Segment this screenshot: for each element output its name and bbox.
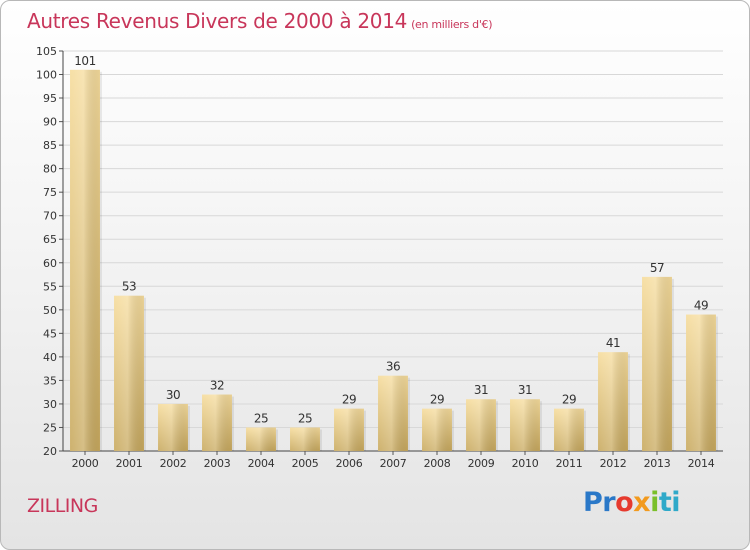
- bar-highlight-2004: [246, 427, 276, 451]
- y-tick-label: 50: [43, 304, 57, 317]
- data-label-2013: 57: [650, 261, 664, 275]
- bar-highlight-2008: [422, 408, 452, 451]
- data-label-2005: 25: [298, 411, 312, 425]
- bar-highlight-2003: [202, 394, 232, 451]
- x-tick-label-2007: 2007: [380, 457, 407, 470]
- data-label-2000: 101: [74, 54, 95, 68]
- y-tick-label: 70: [43, 210, 57, 223]
- proxiti-logo[interactable]: Proxiti: [583, 487, 681, 518]
- x-tick-label-2011: 2011: [556, 457, 583, 470]
- data-label-2006: 29: [342, 393, 356, 407]
- bar-highlight-2009: [466, 399, 496, 451]
- logo-part-4: i: [650, 487, 659, 518]
- bar-highlight-2007: [378, 375, 408, 451]
- data-label-2012: 41: [606, 336, 620, 350]
- data-label-2003: 32: [210, 379, 224, 393]
- data-label-2011: 29: [562, 393, 576, 407]
- bar-highlight-2000: [70, 69, 100, 451]
- y-tick-label: 30: [43, 398, 57, 411]
- chart-unit: (en milliers d'€): [411, 18, 493, 31]
- y-tick-label: 100: [36, 69, 57, 82]
- logo-part-3: x: [633, 487, 651, 518]
- data-label-2001: 53: [122, 280, 136, 294]
- x-tick-label-2009: 2009: [468, 457, 495, 470]
- x-tick-label-2013: 2013: [644, 457, 671, 470]
- bar-highlight-2001: [114, 295, 144, 451]
- chart-title: Autres Revenus Divers de 2000 à 2014 (en …: [27, 9, 493, 33]
- data-label-2009: 31: [474, 383, 488, 397]
- x-tick-label-2000: 2000: [72, 457, 99, 470]
- bar-highlight-2011: [554, 408, 584, 451]
- y-tick-label: 65: [43, 233, 57, 246]
- data-label-2007: 36: [386, 360, 400, 374]
- data-label-2010: 31: [518, 383, 532, 397]
- y-tick-label: 75: [43, 186, 57, 199]
- data-label-2002: 30: [166, 388, 180, 402]
- y-tick-label: 35: [43, 374, 57, 387]
- y-tick-label: 55: [43, 280, 57, 293]
- x-tick-label-2005: 2005: [292, 457, 319, 470]
- bar-highlight-2012: [598, 352, 628, 451]
- bar-highlight-2010: [510, 399, 540, 451]
- y-tick-label: 85: [43, 139, 57, 152]
- x-tick-label-2014: 2014: [688, 457, 715, 470]
- x-tick-label-2010: 2010: [512, 457, 539, 470]
- data-label-2004: 25: [254, 411, 268, 425]
- x-tick-label-2004: 2004: [248, 457, 275, 470]
- bar-highlight-2006: [334, 408, 364, 451]
- bar-highlight-2013: [642, 276, 672, 451]
- data-label-2014: 49: [694, 299, 708, 313]
- y-tick-label: 40: [43, 351, 57, 364]
- y-tick-label: 45: [43, 327, 57, 340]
- bars: [70, 69, 718, 451]
- labels: 20 25 30 35 40 45 50 55 60 65 70 75 80 85 90 95 100 105 10…: [36, 45, 715, 470]
- x-tick-label-2008: 2008: [424, 457, 451, 470]
- y-tick-label: 105: [36, 45, 57, 58]
- logo-part-2: o: [615, 487, 634, 518]
- y-tick-label: 60: [43, 257, 57, 270]
- town-name: ZILLING: [27, 495, 98, 517]
- x-tick-label-2006: 2006: [336, 457, 363, 470]
- bar-highlight-2005: [290, 427, 320, 451]
- x-tick-label-2001: 2001: [116, 457, 143, 470]
- logo-part-1: Pr: [583, 487, 616, 518]
- y-tick-label: 25: [43, 421, 57, 434]
- y-tick-label: 20: [43, 445, 57, 458]
- bar-highlight-2014: [686, 314, 716, 451]
- y-tick-label: 95: [43, 92, 57, 105]
- x-tick-label-2012: 2012: [600, 457, 627, 470]
- data-label-2008: 29: [430, 393, 444, 407]
- logo-part-5: ti: [658, 487, 681, 518]
- y-tick-label: 90: [43, 116, 57, 129]
- y-tick-label: 80: [43, 163, 57, 176]
- x-tick-label-2003: 2003: [204, 457, 231, 470]
- bar-highlight-2002: [158, 403, 188, 451]
- chart-title-text: Autres Revenus Divers de 2000 à 2014: [27, 9, 408, 33]
- x-tick-label-2002: 2002: [160, 457, 187, 470]
